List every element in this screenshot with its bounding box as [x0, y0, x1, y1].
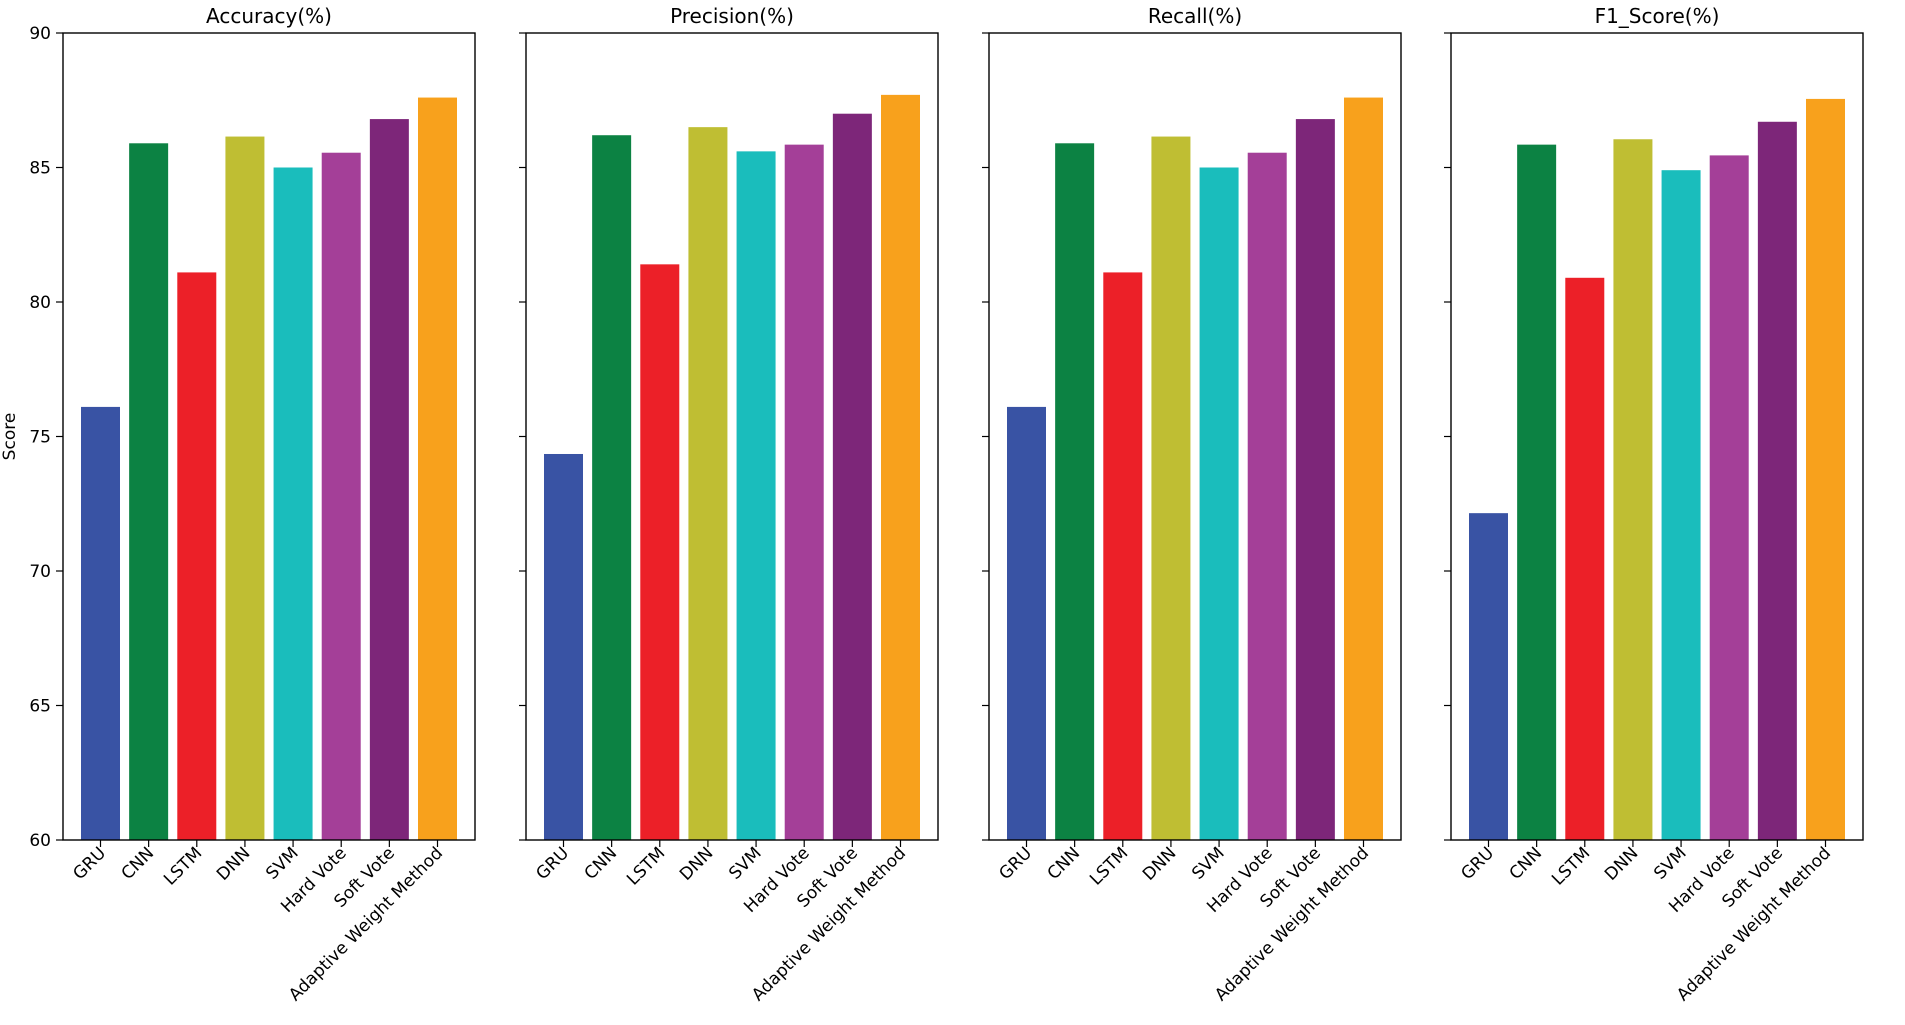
panel-2-axes-frame: [525, 32, 939, 841]
panel-2-bar-6: [784, 144, 824, 840]
panel-2-title: Precision(%): [670, 4, 794, 28]
panel-2-xtick-label-4: DNN: [676, 843, 717, 884]
panel-3-title: Recall(%): [1148, 4, 1242, 28]
panel-1-bar-7: [369, 119, 409, 840]
panel-2-bar-5: [736, 151, 776, 841]
panel-3-bar-5: [1199, 167, 1239, 840]
panel-3-xtick-label-5: SVM: [1188, 843, 1228, 883]
panel-2-bar-7: [832, 113, 872, 840]
panel-1-bar-4: [225, 136, 265, 840]
panel-1-xtick-label-3: LSTM: [160, 843, 206, 889]
panel-2-bar-1: [544, 453, 583, 840]
panel-4-xtick-label-1: GRU: [1457, 843, 1498, 884]
panel-3-axes-frame: [988, 32, 1402, 841]
panel-4-xtick-label-3: LSTM: [1548, 843, 1594, 889]
panel-4-xtick-label-2: CNN: [1506, 843, 1547, 884]
panel-4-bar-8: [1806, 98, 1845, 840]
panel-2-bar-8: [881, 94, 920, 841]
panel-2-xtick-label-2: CNN: [581, 843, 622, 884]
panel-4-bar-5: [1661, 170, 1701, 840]
panel-2-xtick-label-5: SVM: [725, 843, 765, 883]
panel-1-bar-8: [418, 97, 457, 840]
panel-4-bar-1: [1469, 513, 1508, 840]
panel-3-xtick-label-4: DNN: [1139, 843, 1180, 884]
ytick-label-65: 65: [29, 697, 51, 717]
panel-1-title: Accuracy(%): [206, 4, 332, 28]
panel-3-bar-1: [1007, 406, 1046, 840]
panel-3-xtick-label-1: GRU: [995, 843, 1036, 884]
panel-3-bar-2: [1055, 143, 1095, 841]
panel-1-bar-1: [81, 406, 120, 840]
panel-4-bar-3: [1565, 277, 1605, 840]
y-axis-label: Score: [0, 413, 20, 461]
panel-3-xtick-label-3: LSTM: [1086, 843, 1132, 889]
panel-4-xtick-label-4: DNN: [1601, 843, 1642, 884]
panel-3-bar-8: [1344, 97, 1383, 840]
ytick-label-75: 75: [29, 428, 51, 448]
panel-1-axes-frame: [62, 32, 476, 841]
panel-1-bar-6: [321, 152, 361, 840]
panel-4-bar-7: [1757, 121, 1797, 840]
panel-4-xtick-label-5: SVM: [1650, 843, 1690, 883]
panel-1-xtick-label-5: SVM: [262, 843, 302, 883]
panel-1-bar-5: [273, 167, 313, 840]
panel-1-xtick-label-2: CNN: [118, 843, 159, 884]
panel-2-xtick-label-1: GRU: [532, 843, 573, 884]
ytick-label-80: 80: [29, 293, 51, 313]
ytick-label-90: 90: [29, 24, 51, 44]
panel-3-bar-6: [1247, 152, 1287, 840]
panel-2-xtick-label-3: LSTM: [623, 843, 669, 889]
panel-3-xtick-label-2: CNN: [1044, 843, 1085, 884]
ytick-label-60: 60: [29, 831, 51, 851]
panel-1-bar-2: [129, 143, 169, 841]
panel-4-bar-4: [1613, 139, 1653, 840]
panel-2-bar-4: [688, 127, 728, 840]
panel-4-bar-2: [1517, 144, 1557, 840]
panel-3-bar-7: [1295, 119, 1335, 840]
panel-1-bar-3: [177, 272, 217, 840]
panel-2-bar-3: [640, 264, 680, 841]
panel-4-axes-frame: [1450, 32, 1864, 841]
panel-2-bar-2: [592, 135, 632, 841]
panel-3-bar-4: [1151, 136, 1191, 840]
panel-4-title: F1_Score(%): [1595, 4, 1720, 28]
ytick-label-70: 70: [29, 562, 51, 582]
panel-1-xtick-label-1: GRU: [69, 843, 110, 884]
ytick-label-85: 85: [29, 159, 51, 179]
panel-3-bar-3: [1103, 272, 1143, 840]
panel-1-xtick-label-4: DNN: [213, 843, 254, 884]
panel-4-bar-6: [1709, 155, 1749, 840]
